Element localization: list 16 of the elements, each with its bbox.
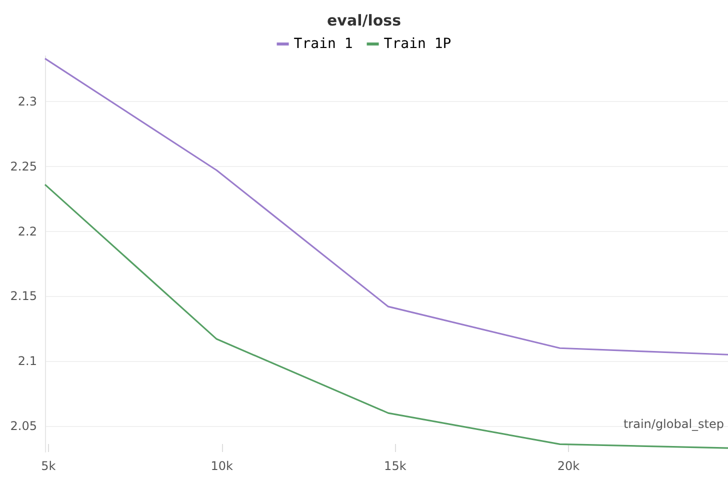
x-tick-label: 10k — [210, 459, 233, 473]
legend-label: Train 1P — [384, 36, 452, 52]
x-tick-label: 20k — [557, 459, 580, 473]
y-tick-label: 2.25 — [10, 159, 37, 174]
x-tick-label: 15k — [384, 459, 406, 473]
y-tick-label: 2.1 — [18, 354, 37, 368]
y-tick-label: 2.3 — [18, 94, 37, 108]
y-tick-label: 2.2 — [18, 224, 37, 238]
legend-label: Train 1 — [294, 36, 353, 52]
x-axis-title: train/global_step — [623, 417, 724, 431]
chart-title: eval/loss — [327, 12, 402, 30]
x-tick-label: 5k — [41, 459, 56, 473]
line-series — [44, 58, 728, 356]
y-tick-label: 2.15 — [10, 289, 37, 304]
y-tick-label: 2.05 — [10, 419, 37, 434]
line-series — [44, 184, 728, 449]
